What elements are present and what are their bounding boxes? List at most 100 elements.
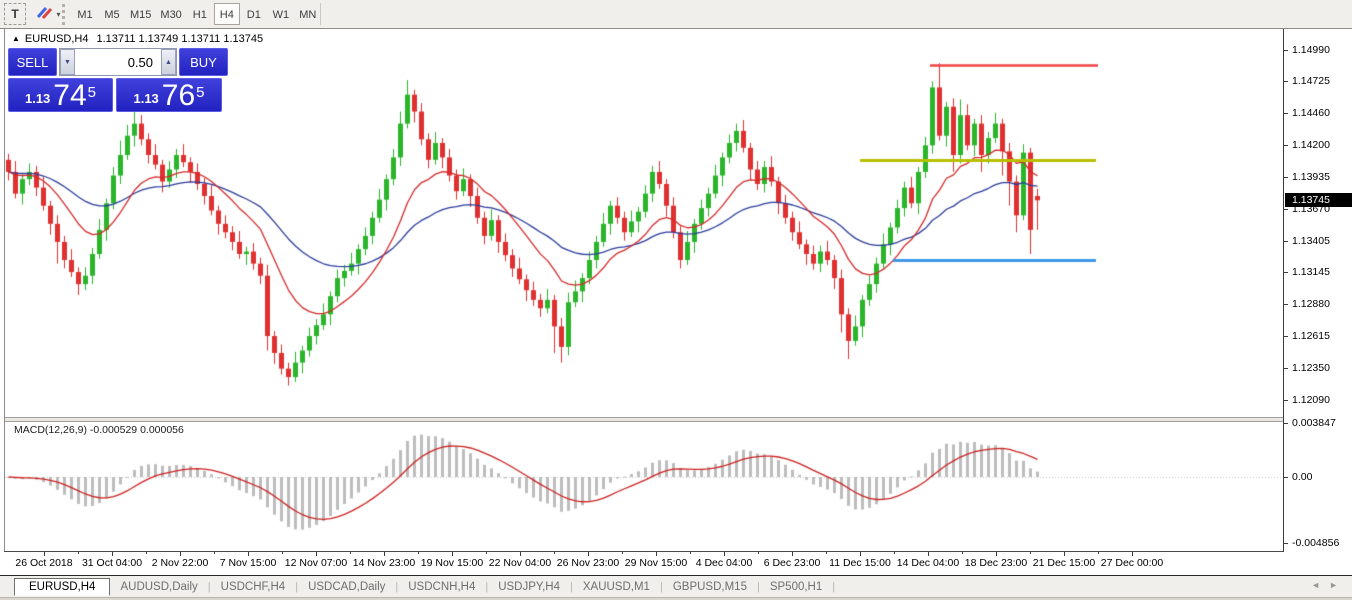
chart-tab-xauusd-m1[interactable]: XAUUSD,M1 (582, 580, 650, 593)
macd-axis-tick (1284, 477, 1288, 478)
chart-tab-audusd-daily[interactable]: AUDUSD,Daily (120, 580, 198, 593)
date-axis-tick (792, 552, 793, 556)
price-axis-label: 1.13145 (1292, 266, 1330, 279)
timeframe-button-m5[interactable]: M5 (104, 9, 120, 21)
chart-ohlc-values: 1.13711 1.13749 1.13711 1.13745 (96, 33, 264, 45)
arrow-down-icon: ▼ (64, 58, 71, 66)
macd-axis-label-zero: 0.00 (1292, 470, 1313, 483)
chart-canvas[interactable] (5, 29, 1283, 552)
ask-price-sup: 5 (196, 84, 205, 101)
tab-scroll-right-icon[interactable]: ► (1329, 580, 1338, 590)
price-axis-label: 1.12350 (1292, 362, 1330, 375)
date-axis-label: 22 Nov 04:00 (488, 557, 552, 569)
tab-separator: | (207, 580, 211, 593)
date-axis-tick (860, 552, 861, 556)
sell-button-label: SELL (16, 54, 49, 70)
collapse-panel-icon[interactable]: ▲ (12, 34, 20, 43)
tab-separator: | (756, 580, 760, 593)
tab-separator: | (295, 580, 299, 593)
price-axis[interactable]: 1.14990 1.14725 1.14460 1.14200 1.13935 1.136… (1283, 29, 1352, 552)
tab-separator: | (832, 580, 836, 593)
date-axis[interactable]: 26 Oct 2018 31 Oct 04:00 2 Nov 22:00 7 Nov … (4, 552, 1352, 575)
date-axis-label: 11 Dec 15:00 (829, 557, 891, 569)
date-axis-minor-tick (486, 552, 487, 554)
timeframe-button-m30[interactable]: M30 (160, 9, 182, 21)
date-axis-minor-tick (690, 552, 691, 554)
timeframe-toolbar: M1 M5 M15 M30 H1 H4 D1 W1 MN (72, 3, 322, 25)
chart-tab-usdjpy-h4[interactable]: USDJPY,H4 (498, 580, 560, 593)
macd-axis-label-top: 0.003847 (1292, 417, 1336, 430)
date-axis-tick (384, 552, 385, 556)
text-tool-button[interactable]: T (4, 3, 26, 25)
chart-tab-usdcad-daily[interactable]: USDCAD,Daily (308, 580, 386, 593)
date-axis-tick (656, 552, 657, 556)
chart-tab-eurusd-h4[interactable]: EURUSD,H4 (14, 577, 111, 596)
date-axis-label: 27 Dec 00:00 (1100, 557, 1164, 569)
date-axis-label: 26 Oct 2018 (15, 557, 73, 569)
buy-button-label: BUY (190, 54, 217, 70)
date-axis-tick (588, 552, 589, 556)
tabbar-top-border (0, 575, 1352, 576)
one-click-trading-panel: SELL ▼ ▲ BUY 1.13 74 5 1.13 (8, 48, 228, 112)
date-axis-minor-tick (622, 552, 623, 554)
timeframe-button-m15[interactable]: M15 (130, 9, 152, 21)
pane-splitter[interactable] (5, 417, 1283, 422)
crayons-icon (35, 5, 53, 23)
date-axis-minor-tick (758, 552, 759, 554)
tab-scroll-left-icon[interactable]: ◄ (1311, 580, 1320, 590)
date-axis-minor-tick (1030, 552, 1031, 554)
tab-separator: | (485, 580, 489, 593)
price-axis-tick (1284, 81, 1288, 82)
date-axis-tick (316, 552, 317, 556)
price-axis-tick (1284, 113, 1288, 114)
macd-axis-tick (1284, 423, 1288, 424)
timeframe-button-m1[interactable]: M1 (77, 9, 93, 21)
chart-tab-gbpusd-m15[interactable]: GBPUSD,M15 (672, 580, 747, 593)
ask-price-prefix: 1.13 (133, 91, 159, 106)
macd-axis-tick (1284, 543, 1288, 544)
date-axis-tick (452, 552, 453, 556)
timeframe-button-h1[interactable]: H1 (192, 9, 207, 21)
date-axis-label: 31 Oct 04:00 (81, 557, 143, 569)
date-axis-label: 19 Nov 15:00 (420, 557, 484, 569)
chart-tab-usdchf-h4[interactable]: USDCHF,H4 (220, 580, 286, 593)
chevron-down-icon: ▾ (56, 9, 61, 19)
bid-price[interactable]: 1.13 74 5 (8, 78, 113, 112)
colors-tool-button[interactable]: ▾ (31, 3, 65, 25)
date-axis-minor-tick (350, 552, 351, 554)
current-price-badge: 1.13745 (1285, 193, 1352, 208)
date-axis-minor-tick (78, 552, 79, 554)
price-axis-label: 1.13405 (1292, 234, 1330, 247)
buy-button[interactable]: BUY (179, 48, 228, 76)
date-axis-tick (1064, 552, 1065, 556)
bid-price-big: 74 (53, 79, 87, 112)
timeframe-button-mn[interactable]: MN (299, 9, 317, 21)
volume-increase-button[interactable]: ▲ (161, 49, 176, 75)
date-axis-minor-tick (826, 552, 827, 554)
price-axis-tick (1284, 304, 1288, 305)
timeframe-button-w1[interactable]: W1 (272, 9, 290, 21)
macd-axis-label-bottom: -0.004856 (1292, 537, 1340, 550)
price-axis-tick (1284, 368, 1288, 369)
timeframe-button-h4[interactable]: H4 (213, 3, 240, 25)
date-axis-minor-tick (1098, 552, 1099, 554)
date-axis-minor-tick (962, 552, 963, 554)
date-axis-tick (1132, 552, 1133, 556)
bid-price-prefix: 1.13 (24, 91, 51, 106)
volume-input[interactable] (75, 49, 161, 75)
date-axis-tick (44, 552, 45, 556)
timeframe-button-d1[interactable]: D1 (246, 9, 261, 21)
chart-tab-sp500-h1[interactable]: SP500,H1 (769, 580, 823, 593)
toolbar-grip[interactable] (62, 4, 69, 25)
date-axis-tick (112, 552, 113, 556)
sell-button[interactable]: SELL (8, 48, 57, 76)
ask-price[interactable]: 1.13 76 5 (116, 78, 222, 112)
price-axis-tick (1284, 272, 1288, 273)
price-axis-tick (1284, 336, 1288, 337)
chart-tab-usdcnh-h4[interactable]: USDCNH,H4 (408, 580, 476, 593)
date-axis-tick (180, 552, 181, 556)
date-axis-minor-tick (214, 552, 215, 554)
chart-tab-bar: ◄ ► EURUSD,H4 AUDUSD,Daily | USDCHF,H4 | USDC… (0, 576, 1352, 597)
volume-decrease-button[interactable]: ▼ (60, 49, 75, 75)
